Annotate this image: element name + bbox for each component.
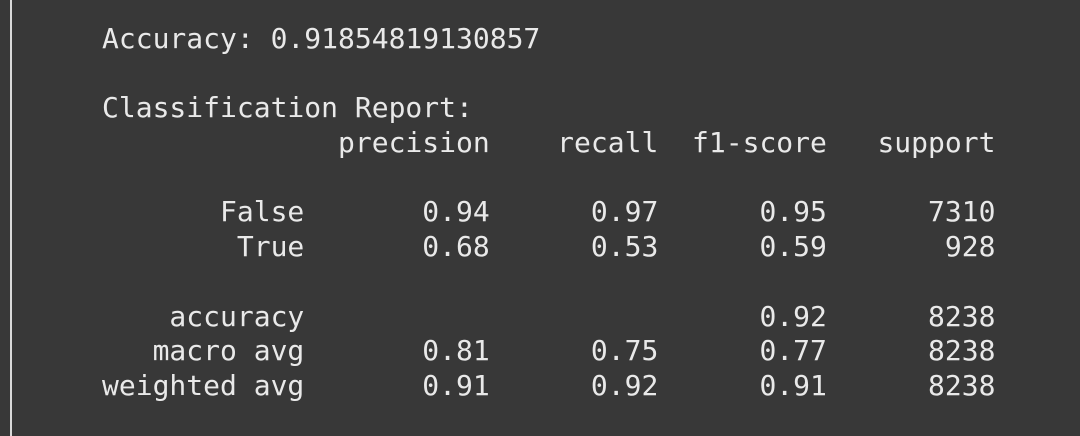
output-left-border (10, 0, 12, 436)
report-row-false: False 0.94 0.97 0.95 7310 (102, 195, 996, 229)
report-header: precision recall f1-score support (102, 126, 996, 160)
blank-line (102, 161, 995, 196)
report-row-macro-avg: macro avg 0.81 0.75 0.77 8238 (102, 334, 996, 368)
report-row-weighted-avg: weighted avg 0.91 0.92 0.91 8238 (102, 368, 996, 402)
blank-line (102, 57, 995, 92)
report-title: Classification Report: (102, 91, 473, 125)
report-row-accuracy: accuracy 0.92 8238 (102, 299, 996, 333)
blank-line (102, 265, 995, 300)
classification-report-output: Accuracy: 0.91854819130857 Classificatio… (102, 22, 995, 404)
report-row-true: True 0.68 0.53 0.59 928 (102, 230, 996, 264)
accuracy-line: Accuracy: 0.91854819130857 (102, 22, 541, 55)
